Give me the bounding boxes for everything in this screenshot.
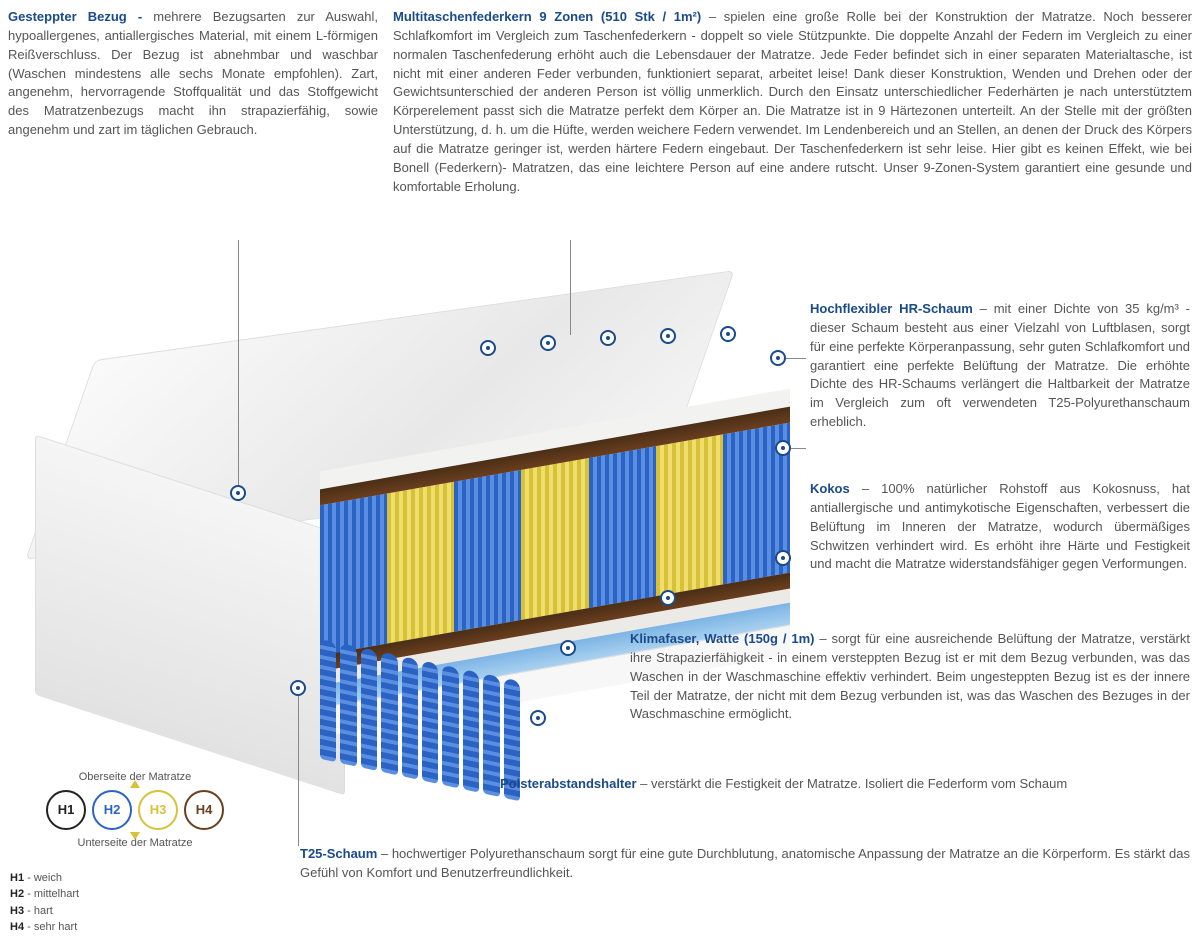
legend-key: H1 - weich — [10, 870, 260, 887]
callout-marker — [660, 328, 676, 344]
polster-block: Polsterabstandshalter – verstärkt die Fe… — [500, 775, 1190, 794]
t25-block: T25-Schaum – hochwertiger Polyurethansch… — [300, 845, 1190, 883]
hardness-circle-h3: H3 — [138, 790, 178, 830]
callout-marker — [660, 590, 676, 606]
hardness-circle-h2: H2 — [92, 790, 132, 830]
springs-heading: Multitaschenfederkern 9 Zonen (510 Stk /… — [393, 9, 701, 24]
callout-marker — [480, 340, 496, 356]
kokos-text: – 100% natürlicher Rohstoff aus Kokosnus… — [810, 481, 1190, 571]
spring-zone — [387, 482, 454, 644]
legend-key-text: - hart — [24, 905, 53, 917]
hr-foam-heading: Hochflexibler HR-Schaum — [810, 301, 973, 316]
spring-zone — [589, 446, 656, 608]
legend-key-bold: H2 — [10, 888, 24, 900]
callout-marker — [560, 640, 576, 656]
klimafaser-block: Klimafaser, Watte (150g / 1m) – sorgt fü… — [630, 630, 1190, 724]
callout-line — [791, 448, 806, 449]
hr-foam-block: Hochflexibler HR-Schaum – mit einer Dich… — [810, 300, 1190, 432]
cover-heading: Gesteppter Bezug - — [8, 9, 153, 24]
front-spring — [422, 660, 438, 783]
callout-marker — [230, 485, 246, 501]
front-spring — [463, 669, 479, 792]
legend-circles: H1 H2 H3 H4 — [10, 790, 260, 830]
callout-marker — [775, 440, 791, 456]
kokos-heading: Kokos — [810, 481, 850, 496]
cover-text: mehrere Bezugsarten zur Auswahl, hypoall… — [8, 9, 378, 137]
callout-marker — [770, 350, 786, 366]
t25-heading: T25-Schaum — [300, 846, 377, 861]
legend-key-bold: H3 — [10, 905, 24, 917]
cover-description: Gesteppter Bezug - mehrere Bezugsarten z… — [8, 8, 378, 196]
spring-zone — [454, 470, 521, 632]
legend-key-text: - weich — [24, 872, 62, 884]
callout-line — [238, 240, 239, 485]
callout-marker — [600, 330, 616, 346]
spring-zone — [320, 494, 387, 656]
front-spring — [340, 643, 356, 766]
arrow-up-icon — [130, 780, 140, 788]
legend-key: H3 - hart — [10, 903, 260, 920]
t25-text: – hochwertiger Polyurethanschaum sorgt f… — [300, 846, 1190, 880]
callout-marker — [530, 710, 546, 726]
callout-line — [786, 358, 806, 359]
callout-marker — [775, 550, 791, 566]
arrow-down-icon — [130, 832, 140, 840]
front-spring — [320, 639, 336, 762]
springs-description: Multitaschenfederkern 9 Zonen (510 Stk /… — [393, 8, 1192, 196]
top-text-row: Gesteppter Bezug - mehrere Bezugsarten z… — [0, 0, 1200, 196]
callout-line — [570, 240, 571, 335]
polster-heading: Polsterabstandshalter — [500, 776, 637, 791]
front-spring — [483, 673, 499, 796]
front-spring — [402, 656, 418, 779]
klimafaser-heading: Klimafaser, Watte (150g / 1m) — [630, 631, 814, 646]
polster-text: – verstärkt die Festigkeit der Matratze.… — [637, 776, 1068, 791]
legend-keys: H1 - weich H2 - mittelhart H3 - hart H4 … — [10, 870, 260, 936]
callout-marker — [290, 680, 306, 696]
front-spring — [361, 647, 377, 770]
legend-key-bold: H1 — [10, 872, 24, 884]
spring-zone — [656, 434, 723, 596]
springs-text: – spielen eine große Rolle bei der Konst… — [393, 9, 1192, 194]
front-spring — [381, 652, 397, 775]
callout-line — [298, 696, 299, 846]
hr-foam-text: – mit einer Dichte von 35 kg/m³ - dieser… — [810, 301, 1190, 429]
legend-key-text: - mittelhart — [24, 888, 79, 900]
legend-key: H4 - sehr hart — [10, 919, 260, 936]
callout-marker — [540, 335, 556, 351]
hardness-legend: Oberseite der Matratze H1 H2 H3 H4 Unter… — [10, 770, 260, 936]
legend-key: H2 - mittelhart — [10, 886, 260, 903]
kokos-block: Kokos – 100% natürlicher Rohstoff aus Ko… — [810, 480, 1190, 574]
hardness-circle-h1: H1 — [46, 790, 86, 830]
spring-zone — [521, 458, 588, 620]
legend-key-text: - sehr hart — [24, 921, 77, 933]
hardness-circle-h4: H4 — [184, 790, 224, 830]
callout-marker — [720, 326, 736, 342]
front-spring — [442, 665, 458, 788]
legend-key-bold: H4 — [10, 921, 24, 933]
